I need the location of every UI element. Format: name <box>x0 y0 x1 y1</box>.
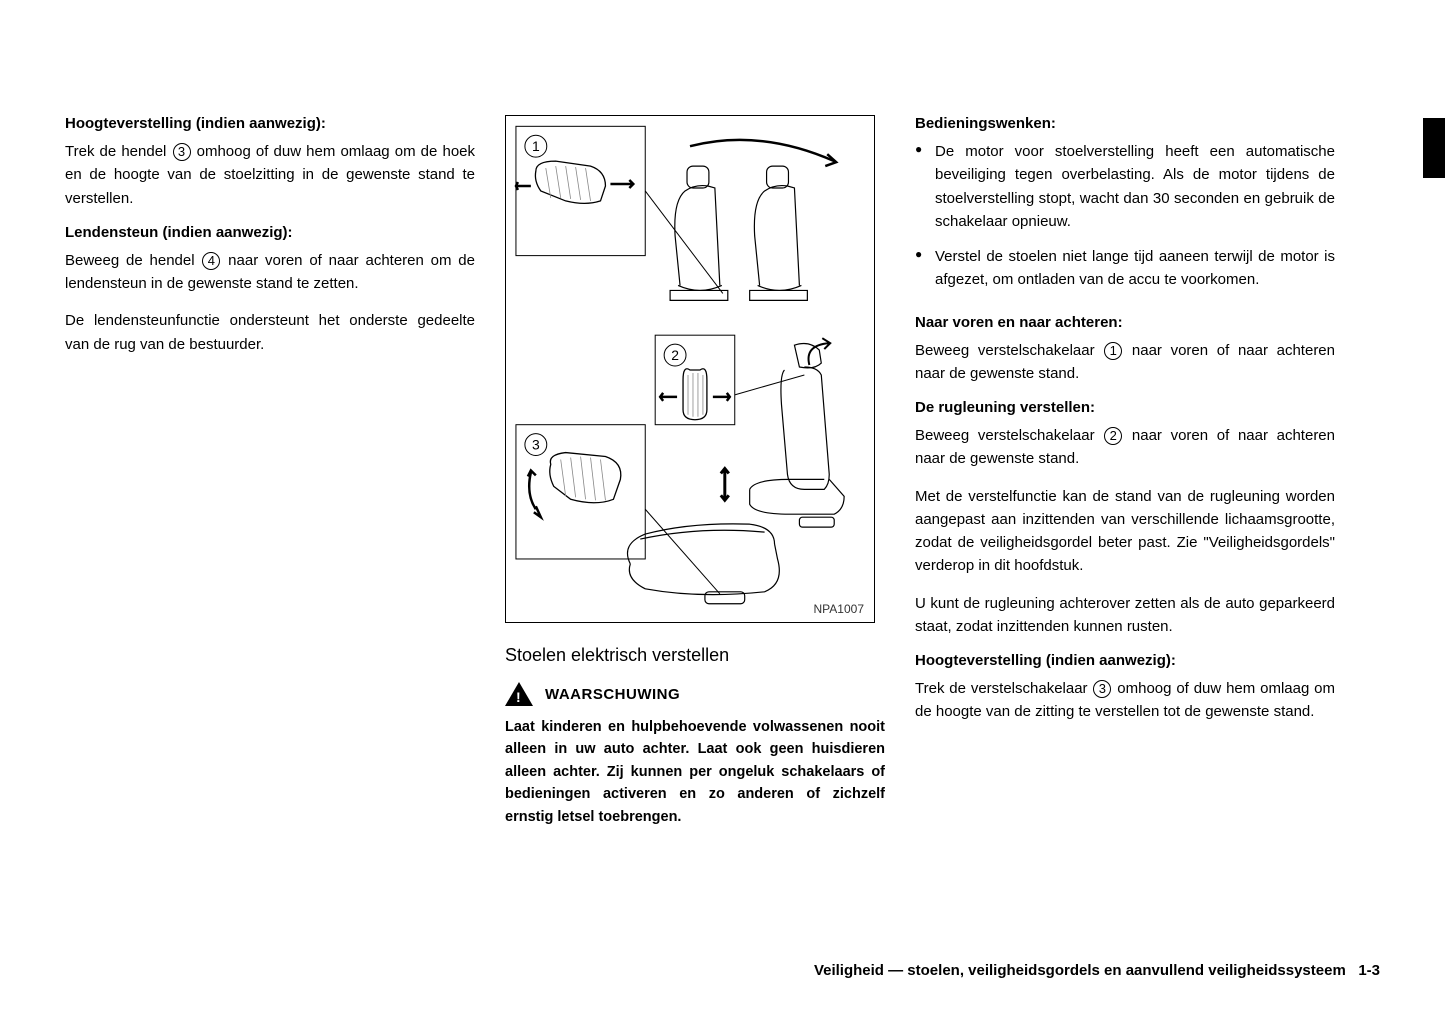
seat-diagram-svg: 1 <box>506 116 874 622</box>
warning-text: Laat kinderen en hulpbehoevende volwasse… <box>505 716 885 828</box>
para-rugleuning: Beweeg verstelschakelaar 2 naar voren of… <box>915 424 1335 471</box>
para-lendensteun-2: De lendensteunfunctie ondersteunt het on… <box>65 309 475 356</box>
seat-diagram: 1 <box>505 115 875 623</box>
heading-lendensteun: Lendensteun (indien aanwezig): <box>65 224 475 241</box>
callout-2: 2 <box>1104 427 1122 445</box>
callout-2-label: 2 <box>671 347 679 363</box>
para-lendensteun: Beweeg de hendel 4 naar voren of naar ac… <box>65 249 475 296</box>
para-naar-voren: Beweeg verstelschakelaar 1 naar voren of… <box>915 339 1335 386</box>
para-hoogteverstelling: Trek de hendel 3 omhoog of duw hem omlaa… <box>65 140 475 210</box>
callout-1: 1 <box>1104 342 1122 360</box>
page-footer: Veiligheid — stoelen, veiligheidsgordels… <box>814 962 1380 979</box>
column-center: 1 <box>505 115 885 895</box>
para-hoogteverstelling-2: Trek de verstelschakelaar 3 omhoog of du… <box>915 677 1335 724</box>
heading-bedieningswenken: Bedieningswenken: <box>915 115 1335 132</box>
section-title: Stoelen elektrisch verstellen <box>505 645 885 666</box>
callout-4: 4 <box>202 252 220 270</box>
heading-hoogteverstelling-2: Hoogteverstelling (indien aanwezig): <box>915 652 1335 669</box>
para-verstelfunctie: Met de verstelfunctie kan de stand van d… <box>915 485 1335 578</box>
list-item: De motor voor stoelverstelling heeft een… <box>915 140 1335 233</box>
warning-icon <box>505 682 533 706</box>
column-right: Bedieningswenken: De motor voor stoelver… <box>915 115 1335 895</box>
callout-1-label: 1 <box>532 138 540 154</box>
para-rugleuning-2: U kunt de rugleuning achterover zetten a… <box>915 592 1335 639</box>
text: Beweeg verstelschakelaar <box>915 427 1103 444</box>
text: Beweeg verstelschakelaar <box>915 342 1103 359</box>
heading-naar-voren: Naar voren en naar achteren: <box>915 314 1335 331</box>
footer-text: Veiligheid — stoelen, veiligheidsgordels… <box>814 962 1346 979</box>
column-left: Hoogteverstelling (indien aanwezig): Tre… <box>65 115 475 895</box>
heading-rugleuning: De rugleuning verstellen: <box>915 399 1335 416</box>
page-tab <box>1423 118 1445 178</box>
list-item: Verstel de stoelen niet lange tijd aanee… <box>915 245 1335 292</box>
callout-3-label: 3 <box>532 437 540 453</box>
page-content: Hoogteverstelling (indien aanwezig): Tre… <box>65 115 1380 895</box>
callout-3: 3 <box>1093 680 1111 698</box>
bullet-list: De motor voor stoelverstelling heeft een… <box>915 140 1335 304</box>
text: Trek de hendel <box>65 143 172 160</box>
warning-label: WAARSCHUWING <box>545 686 680 703</box>
callout-3: 3 <box>173 143 191 161</box>
figure-id: NPA1007 <box>814 602 864 616</box>
page-number: 1-3 <box>1358 962 1380 979</box>
text: Beweeg de hendel <box>65 252 201 269</box>
heading-hoogteverstelling: Hoogteverstelling (indien aanwezig): <box>65 115 475 132</box>
warning-header: WAARSCHUWING <box>505 682 885 706</box>
text: Trek de verstelschakelaar <box>915 680 1092 697</box>
